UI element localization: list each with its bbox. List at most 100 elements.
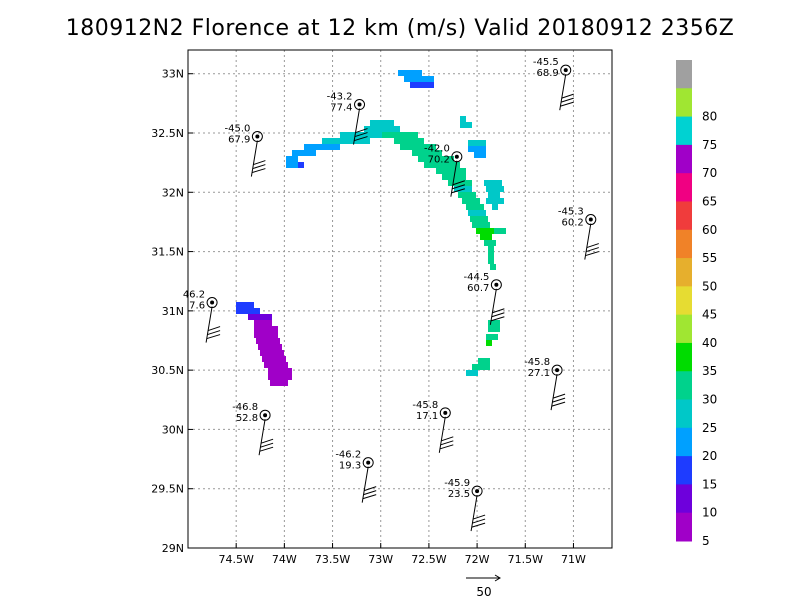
wind-cell (484, 240, 490, 246)
station: -46.219.3 (335, 450, 377, 503)
wind-cell (370, 120, 376, 126)
y-tick-label: 32.5N (151, 127, 184, 140)
wind-cell (454, 168, 460, 174)
y-tick-label: 30.5N (151, 364, 184, 377)
colorbar-label: 60 (702, 223, 717, 237)
colorbar-swatch (676, 371, 692, 401)
wind-cell (454, 162, 460, 168)
barb-flag (253, 160, 266, 166)
wind-cell (278, 350, 284, 356)
wind-cell (478, 222, 484, 228)
plot-frame (187, 49, 613, 549)
wind-cell (428, 76, 434, 82)
wind-cell (476, 216, 482, 222)
wind-cell (410, 70, 416, 76)
wind-cell (462, 198, 468, 204)
wind-cell (470, 216, 476, 222)
chart-title: 180912N2 Florence at 12 km (m/s) Valid 2… (65, 16, 735, 41)
wind-cell (282, 362, 288, 368)
barb-flag (207, 326, 221, 332)
wind-cell (436, 156, 442, 162)
wind-cell (270, 380, 276, 386)
wind-cell (254, 320, 260, 326)
wind-cell (418, 144, 424, 150)
wind-cell (486, 198, 492, 204)
wind-cell (448, 156, 454, 162)
wind-cell (484, 358, 490, 364)
wind-cell (412, 132, 418, 138)
wind-cell (498, 186, 504, 192)
y-tick-label: 31.5N (151, 246, 184, 259)
colorbar-swatch (676, 512, 692, 542)
wind-cell (292, 156, 298, 162)
station-value-bottom: 60.2 (562, 218, 584, 229)
wind-cell (260, 326, 266, 332)
station-dot (563, 68, 568, 73)
barb-flag (585, 251, 599, 257)
wind-cell (322, 144, 328, 150)
wind-cell (468, 140, 474, 146)
station-value-bottom: 70.2 (428, 155, 450, 166)
x-axis: 74.5W 74W 73.5W 73W 72.5W 72W 71.5W 71W (218, 543, 586, 566)
station-dot (588, 217, 593, 222)
colorbar-label: 45 (702, 308, 717, 322)
station: -46.852.8 (232, 402, 274, 456)
wind-cell (496, 180, 502, 186)
colorbar-label: 75 (702, 138, 717, 152)
barb-flag (472, 514, 486, 520)
wind-cell (488, 246, 494, 252)
y-axis: 29N 29.5N 30N 30.5N 31N 31.5N 32N 32.5N 33N (151, 68, 193, 555)
wind-cell (268, 338, 274, 344)
wind-cell (448, 162, 454, 168)
wind-cell (406, 138, 412, 144)
wind-cell (236, 302, 242, 308)
station-value-top: -44.5 (463, 272, 489, 283)
barb-flag (561, 93, 574, 99)
wind-cell (382, 120, 388, 126)
wind-cell (404, 70, 410, 76)
wind-barb (559, 74, 567, 111)
wind-cell (236, 308, 242, 314)
wind-cell (334, 144, 340, 150)
wind-cell (486, 234, 492, 240)
wind-cell (488, 192, 494, 198)
colorbar-swatch (676, 456, 692, 485)
wind-cell (490, 240, 496, 246)
station-dot (454, 154, 459, 159)
wind-cell (430, 156, 436, 162)
barb-flag (260, 438, 274, 444)
wind-cell (466, 122, 472, 128)
wind-barb (361, 466, 369, 503)
scale-arrow: 50 (466, 574, 501, 599)
station-dot (555, 368, 560, 373)
station: -44.560.7 (463, 272, 505, 325)
x-tick-label: 71.5W (508, 553, 543, 566)
barb-flag (472, 518, 486, 524)
wind-cell (364, 132, 370, 138)
wind-cell (472, 364, 478, 370)
wind-cell (500, 228, 506, 234)
wind-cell (298, 162, 304, 168)
wind-cell (410, 82, 416, 88)
wind-cell (448, 168, 454, 174)
wind-cell (328, 144, 334, 150)
wind-cell (484, 222, 490, 228)
wind-barb (205, 306, 213, 343)
colorbar-swatch (676, 399, 692, 429)
station-value-top: -45.8 (412, 400, 438, 411)
wind-cell (376, 126, 382, 132)
wind-cell (370, 132, 376, 138)
colorbar-swatch (676, 258, 692, 287)
wind-cell (488, 252, 494, 258)
station-dot (494, 282, 499, 287)
station-value-bottom: 19.3 (339, 461, 361, 472)
wind-cell (270, 344, 276, 350)
wind-cell (264, 362, 270, 368)
wind-cell (498, 198, 504, 204)
barb-flag (560, 101, 574, 107)
x-tick-label: 73W (368, 553, 393, 566)
wind-cell (274, 338, 280, 344)
wind-cell (388, 120, 394, 126)
barb-flag (552, 397, 566, 403)
wind-cell (400, 138, 406, 144)
